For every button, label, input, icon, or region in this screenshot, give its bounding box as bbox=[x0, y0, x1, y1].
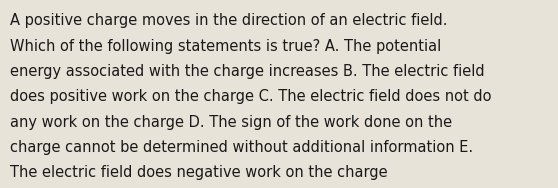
Text: A positive charge moves in the direction of an electric field.: A positive charge moves in the direction… bbox=[10, 13, 448, 28]
Text: does positive work on the charge C. The electric field does not do: does positive work on the charge C. The … bbox=[10, 89, 492, 104]
Text: The electric field does negative work on the charge: The electric field does negative work on… bbox=[10, 165, 388, 180]
Text: charge cannot be determined without additional information E.: charge cannot be determined without addi… bbox=[10, 140, 473, 155]
Text: any work on the charge D. The sign of the work done on the: any work on the charge D. The sign of th… bbox=[10, 115, 452, 130]
Text: Which of the following statements is true? A. The potential: Which of the following statements is tru… bbox=[10, 39, 441, 54]
Text: energy associated with the charge increases B. The electric field: energy associated with the charge increa… bbox=[10, 64, 485, 79]
